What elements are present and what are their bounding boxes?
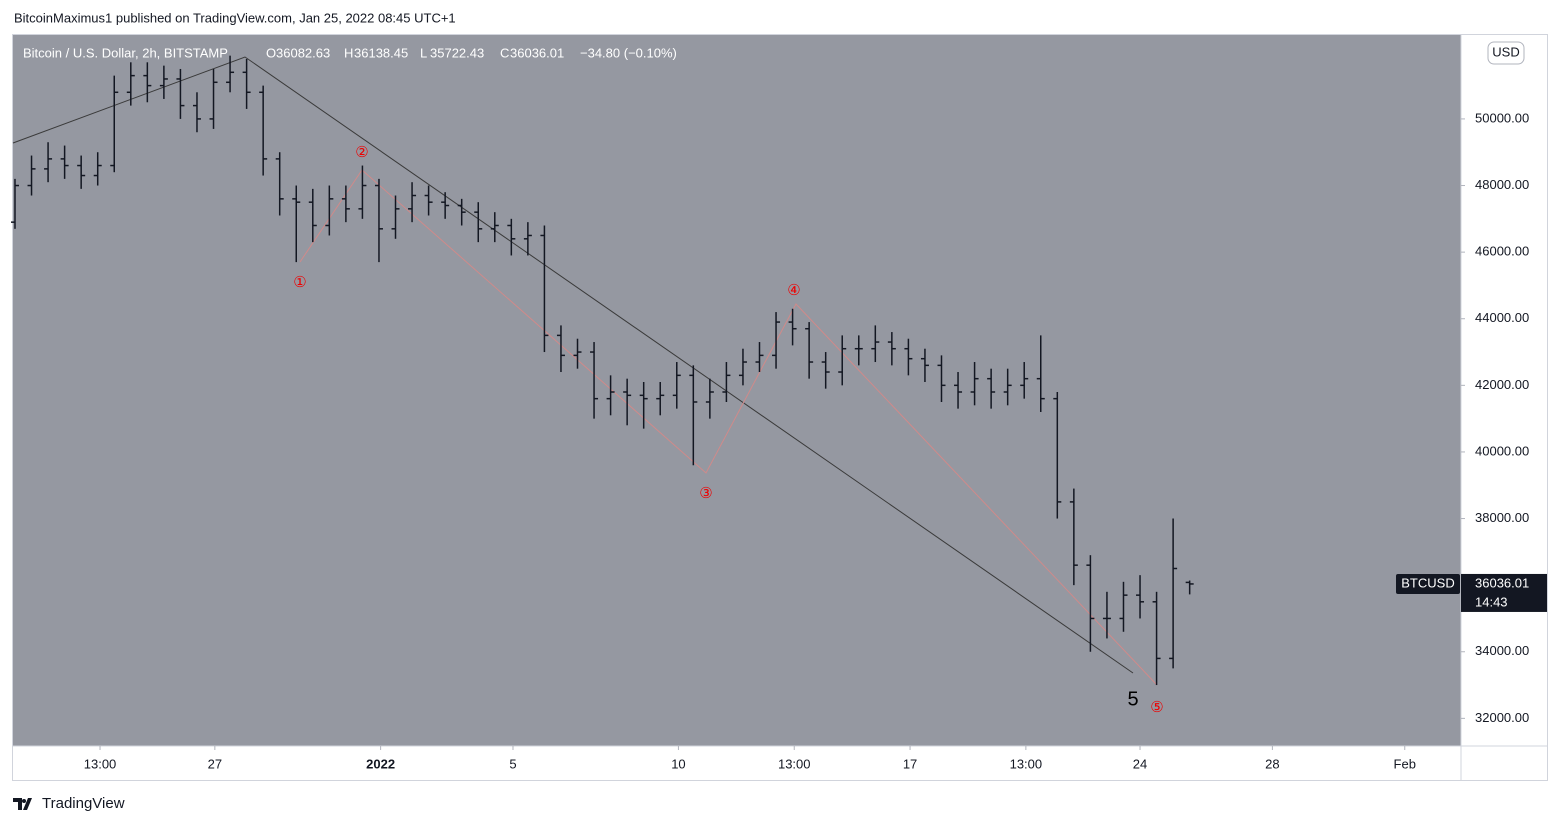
y-tick-label: 32000.00 (1475, 710, 1529, 725)
currency-badge[interactable] (1487, 41, 1525, 65)
legend-key: H (344, 45, 353, 60)
ohlc-legend: O 36082.63 H 36138.45 L 35722.43 C 36036.01 (266, 45, 564, 60)
x-tick-label: 13:00 (84, 756, 117, 771)
x-tick-label: 28 (1265, 756, 1279, 771)
wave-label: ② (355, 144, 368, 161)
y-tick-label: 40000.00 (1475, 443, 1529, 458)
x-tick-label: 13:00 (1010, 756, 1043, 771)
countdown: 14:43 (1475, 594, 1508, 609)
legend-key: O (266, 45, 276, 60)
wave-label: 5 (1127, 688, 1138, 710)
symbol-tag (1396, 573, 1460, 594)
x-tick-label: 13:00 (778, 756, 811, 771)
y-tick-label: 48000.00 (1475, 177, 1529, 192)
wave-label: ⑤ (1150, 699, 1163, 716)
x-tick-label: 5 (509, 756, 516, 771)
legend-value: 36082.63 (276, 45, 330, 60)
legend-value: 35722.43 (430, 45, 484, 60)
y-tick-label: 34000.00 (1475, 643, 1529, 658)
y-tick-label: 44000.00 (1475, 310, 1529, 325)
price-tag-label: 36036.01 (1475, 575, 1529, 590)
y-tick-label: 46000.00 (1475, 244, 1529, 259)
y-tick-label: 50000.00 (1475, 110, 1529, 125)
symbol-tag-label: BTCUSD (1401, 575, 1454, 590)
chart-border (12, 34, 1548, 781)
currency: USD (1492, 44, 1519, 59)
wave-label: ④ (787, 282, 800, 299)
plot-area (13, 35, 1461, 746)
publisher-title: BitcoinMaximus1 published on TradingView… (14, 10, 456, 25)
y-tick-label: 38000.00 (1475, 510, 1529, 525)
x-tick-label: 24 (1133, 756, 1147, 771)
wave-label: ③ (699, 485, 712, 502)
symbol-title: Bitcoin / U.S. Dollar, 2h, BITSTAMP (23, 45, 228, 60)
marks (10, 55, 1194, 686)
legend-key: L (420, 45, 427, 60)
wave-line (299, 169, 1158, 686)
brand: TradingView (42, 795, 125, 812)
y-tick-label: 42000.00 (1475, 377, 1529, 392)
x-tick-label: Feb (1394, 756, 1416, 771)
wave-label: ① (293, 274, 306, 291)
legend-key: C (500, 45, 509, 60)
x-tick-label: 10 (671, 756, 685, 771)
change: −34.80 (−0.10%) (580, 45, 677, 60)
legend-value: 36036.01 (510, 45, 564, 60)
x-tick-label: 27 (208, 756, 222, 771)
trend-line (12, 56, 1134, 674)
x-tick-label: 2022 (366, 756, 395, 771)
price-tag (1461, 573, 1547, 612)
x-tick-label: 17 (903, 756, 917, 771)
legend-value: 36138.45 (354, 45, 408, 60)
logo (13, 798, 32, 810)
